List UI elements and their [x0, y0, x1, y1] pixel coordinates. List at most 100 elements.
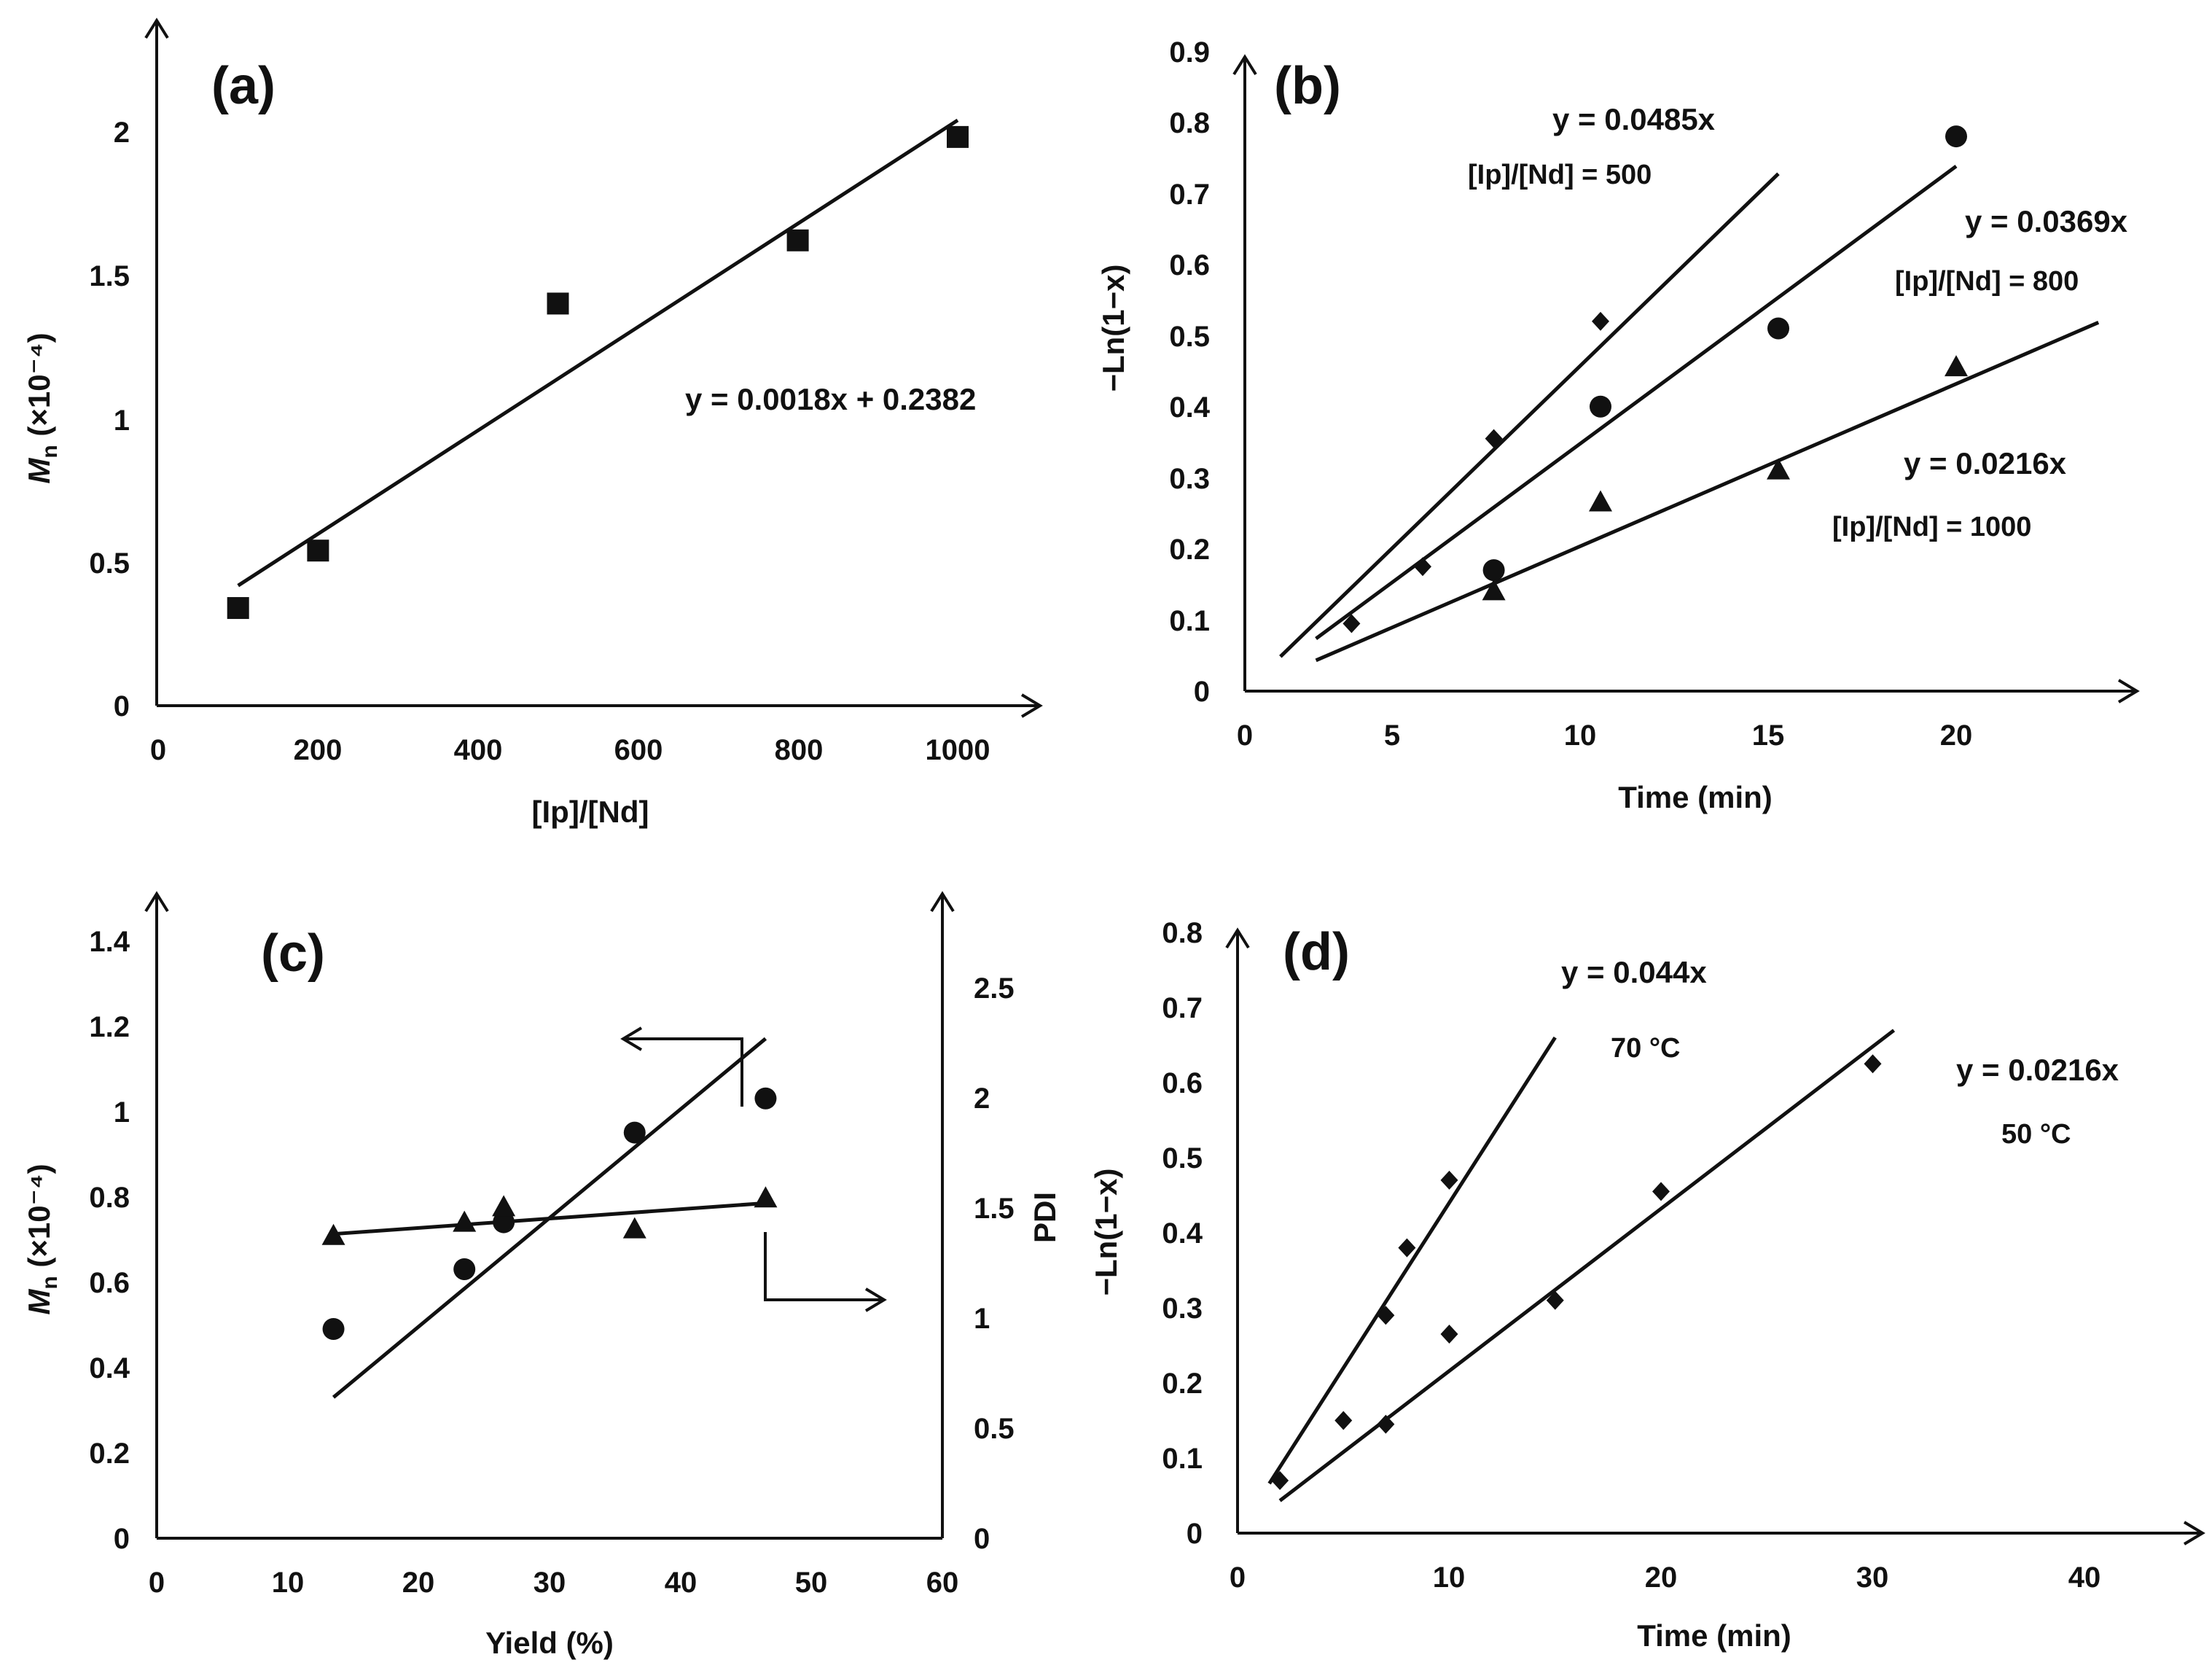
panel-d-fits — [1267, 1029, 1896, 1502]
panel-d-series-1-point — [1440, 1325, 1458, 1344]
panel-b-series-0-point — [1414, 557, 1431, 577]
panel-c-y2-tick: 0.5 — [974, 1413, 1015, 1445]
panel-a-marks — [227, 125, 969, 620]
panel-c-x-label: Yield (%) — [485, 1626, 614, 1660]
panel-b-y-tick: 0.8 — [1169, 107, 1210, 139]
panel-b-y-axis-arrow — [1232, 54, 1257, 76]
panel-b-marks — [1343, 125, 1968, 634]
panel-b-x-ticks: 0 5 10 15 20 — [1237, 720, 1972, 752]
panel-b-x-tick: 5 — [1384, 720, 1400, 752]
panel-d-y-tick: 0.8 — [1162, 917, 1203, 949]
panel-d-fit-equation-50: y = 0.0216x — [1956, 1053, 2119, 1087]
panel-d-x-tick: 40 — [2068, 1562, 2101, 1594]
panel-c-y2-tick: 2.5 — [974, 973, 1015, 1005]
panel-b-y-tick: 0 — [1194, 676, 1210, 708]
panel-b-series-2-point — [1767, 458, 1790, 480]
panel-a-y-tick: 1 — [114, 405, 130, 437]
panel-a-x-axis-arrow — [1020, 693, 1043, 718]
panel-d-x-tick: 10 — [1433, 1562, 1466, 1594]
panel-a-x-label: [Ip]/[Nd] — [532, 795, 649, 829]
panel-c-y-tick: 1 — [114, 1096, 130, 1129]
panel-a-x-tick: 1000 — [926, 734, 990, 766]
panel-a-fit-line-0 — [237, 118, 959, 588]
panel-c-x-tick: 20 — [402, 1567, 435, 1599]
panel-d-series-1-point — [1377, 1414, 1395, 1434]
panel-a-fits — [237, 118, 959, 588]
panel-c-y-tick: 1.4 — [89, 926, 130, 958]
panel-d-x-tick: 30 — [1856, 1562, 1889, 1594]
panel-c-series-1-point — [492, 1195, 516, 1217]
panel-d-fit-line-0 — [1267, 1036, 1557, 1485]
panel-b-y-tick: 0.6 — [1169, 249, 1210, 281]
panel-d-y-tick: 0.3 — [1162, 1293, 1203, 1325]
panel-d-y-tick: 0 — [1187, 1518, 1203, 1550]
panel-c-y-tick: 0.2 — [89, 1438, 130, 1470]
panel-a-y-ticks: 0 0.5 1 1.5 2 — [89, 117, 130, 722]
panel-a-y-label-unit: (×10⁻⁴) — [22, 332, 56, 445]
panel-b-y-tick: 0.7 — [1169, 179, 1210, 211]
panel-c-series-0-point — [453, 1258, 476, 1280]
panel-c-series-1-point — [622, 1217, 646, 1239]
panel-a-x-tick: 400 — [454, 734, 503, 766]
panel-c-x-ticks: 0 10 20 30 40 50 60 — [149, 1567, 958, 1599]
panel-c-y-tick: 0.6 — [89, 1267, 130, 1299]
panel-b-fit-equation-800: y = 0.0369x — [1965, 204, 2128, 238]
panel-d-fit-equation-70: y = 0.044x — [1561, 955, 1707, 989]
panel-a-series-0-point — [307, 539, 329, 562]
panel-c-left-axis-pointer-head — [620, 1026, 643, 1051]
panel-d-y-tick: 0.4 — [1162, 1217, 1203, 1250]
panel-c-y2-tick: 2 — [974, 1083, 990, 1115]
panel-b: 0 5 10 15 20 0 0.1 0.2 0.3 0.4 0.5 0.6 0… — [1096, 36, 2140, 814]
panel-b-condition-500: [Ip]/[Nd] = 500 — [1468, 160, 1652, 190]
panel-c: 0 10 20 30 40 50 60 0 0.2 0.4 0.6 0.8 1 … — [22, 891, 1062, 1660]
panel-b-x-tick: 15 — [1752, 720, 1785, 752]
panel-c-marks — [321, 1087, 778, 1340]
panel-c-series-1-point — [453, 1210, 477, 1232]
panel-b-series-0-point — [1485, 429, 1503, 448]
panel-d-y-axis-arrow — [1225, 927, 1250, 949]
panel-b-y-tick: 0.2 — [1169, 534, 1210, 566]
panel-a-x-tick: 800 — [775, 734, 824, 766]
panel-a-y-tick: 0 — [114, 690, 130, 722]
panel-d-fit-line-1 — [1278, 1029, 1896, 1502]
panel-c-y2-tick: 1.5 — [974, 1193, 1015, 1225]
panel-c-right-axis-pointer — [764, 1232, 882, 1301]
panel-c-y-ticks: 0 0.2 0.4 0.6 0.8 1 1.2 1.4 — [89, 926, 130, 1555]
panel-c-series-0-point — [754, 1087, 777, 1110]
panel-a-x-ticks: 0 200 400 600 800 1000 — [150, 734, 990, 766]
panel-c-y-axis-arrow — [144, 891, 169, 913]
panel-d-x-tick: 0 — [1230, 1562, 1246, 1594]
panel-c-series-1-point — [754, 1186, 778, 1208]
panel-c-fits — [332, 1037, 767, 1399]
panel-c-series-0-point — [493, 1211, 515, 1233]
panel-a-y-label-sub: n — [38, 445, 62, 458]
panel-d-x-ticks: 0 10 20 30 40 — [1230, 1562, 2100, 1594]
panel-d-y-tick: 0.7 — [1162, 992, 1203, 1024]
panel-a-y-label: Mn (×10⁻⁴) — [22, 332, 62, 483]
panel-d-condition-70: 70 °C — [1611, 1033, 1680, 1064]
panel-b-series-1-point — [1767, 317, 1789, 340]
panel-b-condition-1000: [Ip]/[Nd] = 1000 — [1832, 512, 2031, 542]
panel-a-y-tick: 1.5 — [89, 260, 130, 292]
panel-b-fit-equation-500: y = 0.0485x — [1552, 102, 1716, 136]
panel-b-y-label: −Ln(1−x) — [1096, 264, 1130, 391]
panel-c-y-label-sub: n — [38, 1276, 62, 1289]
panel-d-x-label: Time (min) — [1637, 1618, 1791, 1653]
panel-a-x-tick: 200 — [294, 734, 343, 766]
panel-c-label: (c) — [261, 924, 325, 983]
panel-c-y-tick: 0 — [114, 1523, 130, 1555]
panel-c-y-label-unit: (×10⁻⁴) — [22, 1164, 56, 1276]
panel-b-y-tick: 0.5 — [1169, 321, 1210, 353]
panel-b-x-label: Time (min) — [1618, 780, 1773, 814]
panel-b-y-tick: 0.3 — [1169, 463, 1210, 495]
panel-b-series-2-point — [1589, 490, 1612, 512]
panel-c-y-label-main: M — [22, 1289, 56, 1315]
panel-d-series-1-point — [1652, 1182, 1670, 1201]
panel-c-y-tick: 0.8 — [89, 1182, 130, 1214]
panel-c-y-label: Mn (×10⁻⁴) — [22, 1164, 62, 1314]
panel-b-fits — [1279, 165, 2100, 663]
panel-a-y-tick: 0.5 — [89, 547, 130, 580]
panel-b-fit-equation-1000: y = 0.0216x — [1904, 446, 2067, 480]
panel-d: 0 10 20 30 40 0 0.1 0.2 0.3 0.4 0.5 0.6 … — [1089, 917, 2205, 1653]
